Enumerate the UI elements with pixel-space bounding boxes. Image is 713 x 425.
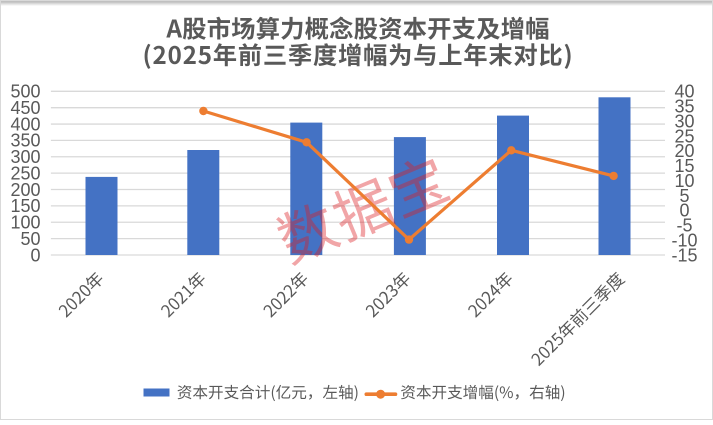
svg-text:25: 25 bbox=[674, 126, 694, 146]
svg-text:450: 450 bbox=[10, 98, 40, 118]
svg-text:100: 100 bbox=[10, 213, 40, 233]
svg-text:10: 10 bbox=[674, 171, 694, 191]
svg-text:5: 5 bbox=[679, 186, 689, 206]
svg-text:350: 350 bbox=[10, 131, 40, 151]
svg-text:35: 35 bbox=[674, 96, 694, 116]
svg-text:-5: -5 bbox=[676, 216, 692, 236]
svg-text:500: 500 bbox=[10, 82, 40, 102]
svg-text:0: 0 bbox=[30, 245, 40, 265]
svg-text:150: 150 bbox=[10, 196, 40, 216]
svg-text:50: 50 bbox=[20, 229, 40, 249]
svg-text:200: 200 bbox=[10, 180, 40, 200]
svg-text:20: 20 bbox=[674, 141, 694, 161]
svg-text:0: 0 bbox=[679, 201, 689, 221]
svg-text:400: 400 bbox=[10, 114, 40, 134]
svg-text:-10: -10 bbox=[671, 230, 697, 250]
svg-text:-15: -15 bbox=[671, 245, 697, 265]
svg-text:40: 40 bbox=[674, 82, 694, 102]
svg-text:300: 300 bbox=[10, 147, 40, 167]
svg-text:30: 30 bbox=[674, 111, 694, 131]
svg-text:250: 250 bbox=[10, 163, 40, 183]
svg-text:15: 15 bbox=[674, 156, 694, 176]
